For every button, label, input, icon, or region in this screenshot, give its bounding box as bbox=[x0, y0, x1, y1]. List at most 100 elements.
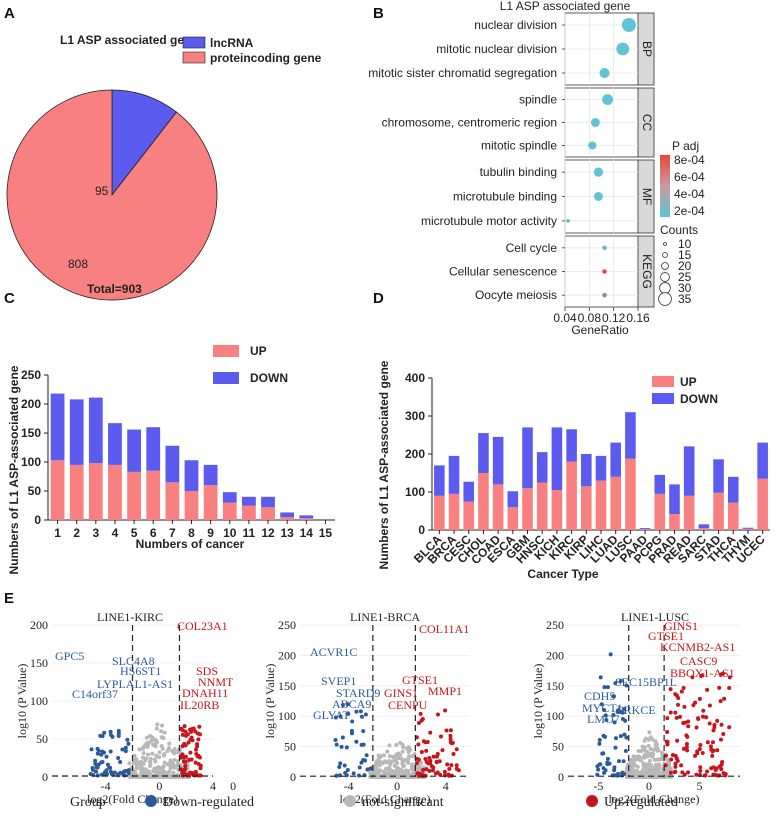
bar-up bbox=[222, 502, 237, 520]
bar-up bbox=[184, 491, 199, 520]
volcano-point-ns bbox=[155, 770, 160, 775]
volcano-point-down bbox=[333, 715, 338, 720]
volcano-point-up bbox=[185, 732, 190, 737]
volcano-point-ns bbox=[388, 760, 393, 765]
volcano-point-down bbox=[116, 755, 121, 760]
bar-up bbox=[610, 476, 621, 530]
volcano-point-ns bbox=[646, 737, 651, 742]
volcano-xtick-label: -4 bbox=[344, 779, 354, 793]
bar-down bbox=[713, 459, 724, 493]
volcano-point-ns bbox=[141, 751, 146, 756]
volcano-point-up bbox=[675, 758, 680, 763]
bar-down bbox=[742, 527, 754, 529]
volcano-point-up bbox=[719, 722, 724, 727]
volcano-point-up bbox=[684, 741, 689, 746]
bar-down bbox=[463, 481, 475, 502]
volcano-point-down bbox=[612, 720, 617, 725]
volcano-point-ns bbox=[387, 754, 392, 759]
volcano-point-ns bbox=[373, 762, 378, 767]
y-tick-label: 0 bbox=[418, 523, 425, 537]
bar-down bbox=[127, 429, 141, 472]
padj-legend-title: P adj bbox=[672, 139, 699, 153]
volcano-point-down bbox=[596, 767, 601, 772]
volcano-point-ns bbox=[647, 758, 652, 763]
volcano-point-up bbox=[700, 750, 705, 755]
volcano-point-ns bbox=[644, 763, 649, 768]
volcano-point-down bbox=[93, 761, 98, 766]
volcano-point-ns bbox=[146, 752, 151, 757]
volcano-point-up bbox=[702, 773, 707, 778]
bar-up bbox=[507, 507, 519, 530]
d-legend-swatch-down bbox=[652, 393, 674, 404]
x-tick-label: 12 bbox=[261, 526, 275, 540]
volcano-ytick-label: 0 bbox=[558, 770, 564, 784]
volcano-point-up bbox=[721, 731, 726, 736]
x-tick-label: 3 bbox=[92, 526, 99, 540]
volcano-point-up bbox=[444, 728, 449, 733]
counts-legend-dot bbox=[663, 242, 667, 246]
dotplot-xtick-label: 0.08 bbox=[578, 311, 602, 325]
volcano-point-up bbox=[727, 675, 732, 680]
bar-down bbox=[434, 465, 445, 496]
volcano-gene-label-up: BBOX1-AS1 bbox=[670, 666, 735, 680]
volcano-point-up bbox=[181, 759, 186, 764]
volcano-point-down bbox=[611, 694, 616, 699]
volcano-gene-label-up: GINS1 bbox=[664, 619, 698, 633]
volcano-point-up bbox=[705, 769, 710, 774]
volcano-point-down bbox=[108, 732, 113, 737]
volcano-point-up bbox=[721, 771, 726, 776]
volcano-point-up bbox=[454, 763, 459, 768]
bar-up bbox=[261, 507, 275, 520]
volcano-point-down bbox=[618, 734, 623, 739]
volcano-ytick-label: 100 bbox=[278, 709, 296, 723]
volcano-point-down bbox=[595, 764, 600, 769]
volcano-point-ns bbox=[376, 770, 381, 775]
volcano-point-down bbox=[337, 764, 342, 769]
volcano-point-down bbox=[615, 709, 620, 714]
volcano-point-up bbox=[674, 715, 679, 720]
volcano-point-up bbox=[193, 760, 198, 765]
volcano-point-up bbox=[677, 714, 682, 719]
dotplot-term-label: mitotic sister chromatid segregation bbox=[368, 66, 557, 80]
bar-down bbox=[551, 427, 563, 491]
volcano-point-up bbox=[193, 747, 198, 752]
x-tick-label: 14 bbox=[300, 526, 314, 540]
volcano-point-down bbox=[338, 761, 343, 766]
volcano-point-up bbox=[197, 755, 202, 760]
volcano-point-up bbox=[416, 773, 421, 778]
volcano-point-up bbox=[189, 757, 194, 762]
volcano-point-up bbox=[438, 734, 443, 739]
volcano-point-up bbox=[696, 716, 701, 721]
volcano-point-up bbox=[188, 750, 193, 755]
bar-down bbox=[536, 452, 548, 483]
volcano-point-down bbox=[361, 757, 366, 762]
volcano-point-up bbox=[721, 671, 726, 676]
x-tick-label: 2 bbox=[73, 526, 80, 540]
volcano-xtick-label: 5 bbox=[697, 779, 703, 793]
x-tick-label: 9 bbox=[207, 526, 214, 540]
volcano-point-up bbox=[183, 763, 188, 768]
volcano-point-down bbox=[613, 745, 618, 750]
volcano-point-ns bbox=[154, 726, 159, 731]
pie-value-lncrna: 95 bbox=[95, 184, 109, 198]
volcano-point-down bbox=[345, 767, 350, 772]
volcano-point-up bbox=[180, 732, 185, 737]
bar-down bbox=[478, 433, 489, 473]
volcano-point-up bbox=[664, 739, 669, 744]
volcano-gene-label-up: IL20RB bbox=[180, 698, 219, 712]
volcano-point-up bbox=[448, 733, 453, 738]
volcano-point-up bbox=[701, 708, 706, 713]
volcano-point-down bbox=[603, 713, 608, 718]
volcano-point-up bbox=[679, 689, 684, 694]
volcano-point-up bbox=[705, 687, 710, 692]
volcano-point-ns bbox=[637, 770, 642, 775]
padj-tick-3: 4e-04 bbox=[674, 187, 705, 201]
volcano-point-down bbox=[622, 707, 627, 712]
volcano-point-up bbox=[727, 725, 732, 730]
volcano-point-down bbox=[123, 749, 128, 754]
volcano-point-down bbox=[620, 717, 625, 722]
volcano-point-ns bbox=[645, 753, 650, 758]
bar-down bbox=[184, 460, 199, 491]
volcano-point-ns bbox=[638, 758, 643, 763]
volcano-point-down bbox=[357, 765, 362, 770]
